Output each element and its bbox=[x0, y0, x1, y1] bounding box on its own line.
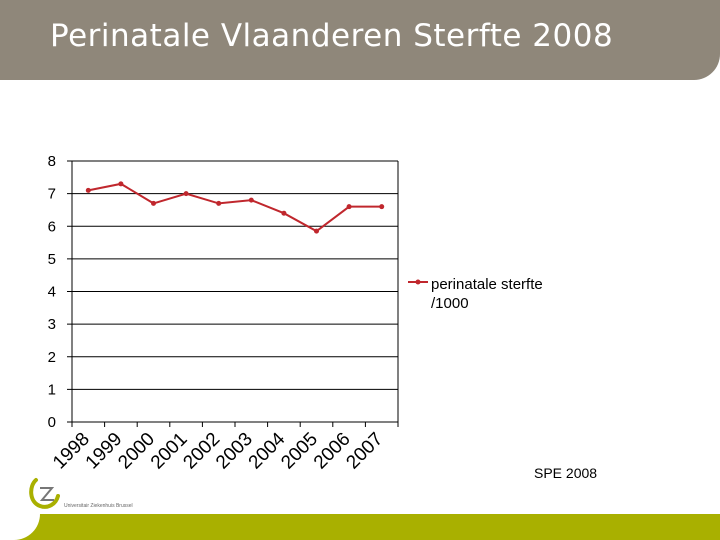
y-axis-ticks: 0 1 2 3 4 5 6 7 8 bbox=[48, 153, 72, 431]
x-tick-label-1999: 1999 bbox=[82, 429, 127, 474]
y-tick-label-1: 1 bbox=[48, 381, 56, 398]
y-tick-label-0: 0 bbox=[48, 414, 56, 431]
data-point-1998 bbox=[85, 187, 91, 193]
logo-caption: Universitair Ziekenhuis Brussel bbox=[64, 503, 133, 509]
y-tick-label-3: 3 bbox=[48, 316, 56, 333]
data-point-2002 bbox=[216, 200, 222, 206]
x-tick-label-2000: 2000 bbox=[114, 429, 159, 474]
footer-bar bbox=[0, 514, 720, 540]
y-tick-label-7: 7 bbox=[48, 186, 56, 203]
legend-point-marker bbox=[415, 279, 421, 285]
uz-logo-icon bbox=[29, 478, 60, 509]
legend-label-line1: perinatale sterfte bbox=[431, 276, 543, 293]
y-tick-label-8: 8 bbox=[48, 153, 56, 170]
data-point-2003 bbox=[248, 197, 254, 203]
legend-label-line2: /1000 bbox=[431, 295, 469, 312]
y-tick-label-6: 6 bbox=[48, 218, 56, 235]
chart-legend: perinatale sterfte /1000 bbox=[408, 276, 543, 312]
slide-title: Perinatale Vlaanderen Sterfte 2008 bbox=[50, 18, 614, 54]
data-point-2004 bbox=[281, 210, 287, 216]
data-point-2005 bbox=[314, 228, 319, 234]
y-tick-label-5: 5 bbox=[48, 251, 56, 268]
data-point-2007 bbox=[379, 204, 385, 210]
x-tick-label-2003: 2003 bbox=[212, 429, 257, 474]
y-tick-label-2: 2 bbox=[48, 349, 56, 366]
x-tick-label-2007: 2007 bbox=[342, 429, 387, 474]
x-tick-label-2005: 2005 bbox=[277, 429, 322, 474]
series-line bbox=[88, 182, 382, 233]
x-tick-label-1998: 1998 bbox=[49, 429, 94, 474]
x-tick-label-2001: 2001 bbox=[147, 429, 192, 474]
data-point-1999 bbox=[118, 181, 124, 187]
data-point-2001 bbox=[183, 191, 189, 197]
header-bar: Perinatale Vlaanderen Sterfte 2008 bbox=[0, 0, 720, 80]
x-tick-label-2006: 2006 bbox=[310, 429, 355, 474]
data-point-2000 bbox=[151, 200, 156, 206]
credit-text: SPE 2008 bbox=[534, 465, 598, 481]
chart-series bbox=[85, 181, 385, 234]
y-tick-label-4: 4 bbox=[48, 284, 56, 301]
data-point-2006 bbox=[346, 204, 352, 210]
chart-grid bbox=[72, 160, 398, 423]
x-tick-label-2002: 2002 bbox=[179, 429, 224, 474]
x-tick-label-2004: 2004 bbox=[245, 428, 290, 473]
